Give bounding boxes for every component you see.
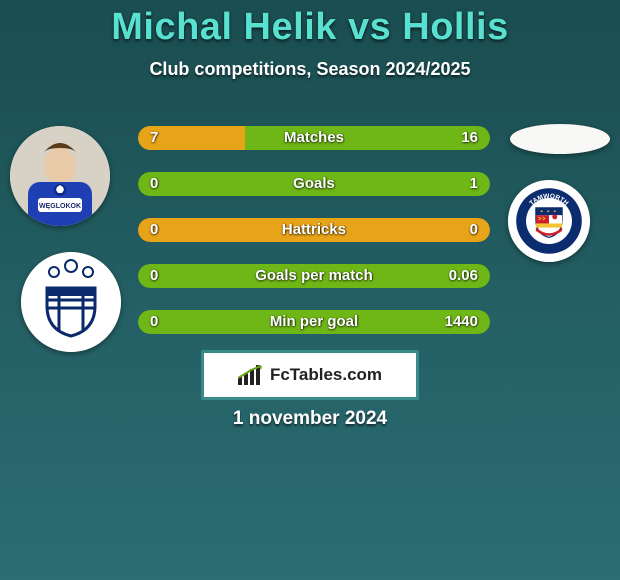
stats-bars: 7Matches160Goals10Hattricks00Goals per m… [138, 126, 490, 356]
stat-label: Hattricks [138, 218, 490, 242]
stat-label: Matches [138, 126, 490, 150]
stat-bar: 0Min per goal1440 [138, 310, 490, 334]
stat-right-value: 1 [470, 172, 478, 196]
fctables-logo[interactable]: FcTables.com [201, 350, 419, 400]
stat-right-value: 16 [461, 126, 478, 150]
player-right-avatar [510, 124, 610, 154]
club-right-badge: TAMWORTH FOOTBALL CLUB [508, 180, 590, 262]
bar-chart-icon [238, 365, 264, 385]
snapshot-date: 1 november 2024 [0, 408, 620, 430]
club-left-badge [21, 252, 121, 352]
comparison-card: Michal Helik vs Hollis Club competitions… [0, 0, 620, 580]
player-left-avatar: WĘGLOKOK [10, 126, 110, 226]
svg-text:WĘGLOKOK: WĘGLOKOK [39, 203, 81, 210]
stat-right-value: 0 [470, 218, 478, 242]
logo-text: FcTables.com [270, 365, 382, 385]
page-title: Michal Helik vs Hollis [0, 6, 620, 49]
stat-label: Min per goal [138, 310, 490, 334]
stat-right-value: 0.06 [449, 264, 478, 288]
stat-bar: 0Goals1 [138, 172, 490, 196]
stat-label: Goals per match [138, 264, 490, 288]
stat-label: Goals [138, 172, 490, 196]
page-subtitle: Club competitions, Season 2024/2025 [0, 59, 620, 80]
stat-right-value: 1440 [445, 310, 478, 334]
stat-bar: 7Matches16 [138, 126, 490, 150]
stat-bar: 0Goals per match0.06 [138, 264, 490, 288]
stat-bar: 0Hattricks0 [138, 218, 490, 242]
